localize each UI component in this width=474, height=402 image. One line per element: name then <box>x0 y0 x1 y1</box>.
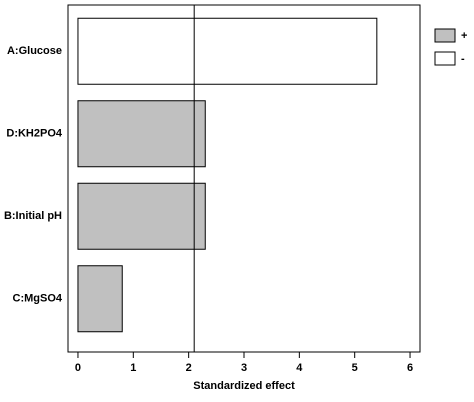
y-tick-label: D:KH2PO4 <box>6 128 63 140</box>
y-tick-label: B:Initial pH <box>4 210 62 222</box>
y-tick-label: C:MgSO4 <box>13 293 63 305</box>
legend-swatch <box>434 51 456 66</box>
y-tick-label: A:Glucose <box>7 45 62 57</box>
legend-label: - <box>461 53 465 65</box>
x-tick-label: 0 <box>75 362 81 374</box>
x-tick-label: 5 <box>352 362 358 374</box>
bar <box>77 265 123 333</box>
legend-swatch <box>434 28 456 43</box>
bar <box>77 100 206 168</box>
x-axis-label: Standardized effect <box>193 380 295 392</box>
legend-label: + <box>461 30 467 42</box>
x-tick-label: 6 <box>407 362 413 374</box>
bar <box>77 182 206 250</box>
bar <box>77 17 378 85</box>
x-tick-label: 3 <box>241 362 247 374</box>
x-tick-label: 1 <box>130 362 136 374</box>
x-tick-label: 4 <box>296 362 303 374</box>
x-tick-label: 2 <box>186 362 192 374</box>
